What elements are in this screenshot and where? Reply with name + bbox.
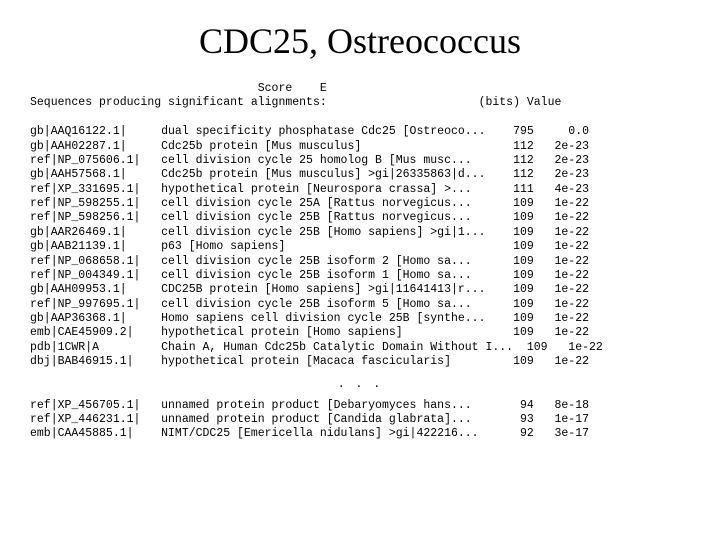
alignment-row: ref|XP_446231.1| unnamed protein product… [30, 413, 690, 427]
page-title: CDC25, Ostreococcus [30, 20, 690, 62]
header-line-score: Score E [30, 82, 690, 96]
alignment-row: emb|CAA45885.1| NIMT/CDC25 [Emericella n… [30, 427, 690, 441]
alignment-row: ref|NP_598256.1| cell division cycle 25B… [30, 211, 690, 225]
alignment-row: ref|NP_004349.1| cell division cycle 25B… [30, 269, 690, 283]
alignment-row: gb|AAQ16122.1| dual specificity phosphat… [30, 125, 690, 139]
spacer-line [30, 111, 690, 125]
alignment-row: gb|AAB21139.1| p63 [Homo sapiens] 109 1e… [30, 240, 690, 254]
header-line-columns: Sequences producing significant alignmen… [30, 96, 690, 110]
alignment-row: ref|NP_598255.1| cell division cycle 25A… [30, 197, 690, 211]
alignment-row: gb|AAH57568.1| Cdc25b protein [Mus muscu… [30, 168, 690, 182]
alignment-row: gb|AAR26469.1| cell division cycle 25B [… [30, 226, 690, 240]
alignment-row: dbj|BAB46915.1| hypothetical protein [Ma… [30, 355, 690, 369]
ellipsis: . . . [30, 378, 690, 391]
alignment-row: ref|NP_997695.1| cell division cycle 25B… [30, 298, 690, 312]
alignment-row: pdb|1CWR|A Chain A, Human Cdc25b Catalyt… [30, 341, 690, 355]
alignment-row: ref|XP_456705.1| unnamed protein product… [30, 399, 690, 413]
alignment-rows-main: gb|AAQ16122.1| dual specificity phosphat… [30, 125, 690, 369]
alignment-row: ref|NP_075606.1| cell division cycle 25 … [30, 154, 690, 168]
alignment-row: gb|AAH09953.1| CDC25B protein [Homo sapi… [30, 283, 690, 297]
alignment-rows-tail: ref|XP_456705.1| unnamed protein product… [30, 399, 690, 442]
alignment-row: emb|CAE45909.2| hypothetical protein [Ho… [30, 326, 690, 340]
alignment-row: ref|XP_331695.1| hypothetical protein [N… [30, 183, 690, 197]
alignment-row: gb|AAP36368.1| Homo sapiens cell divisio… [30, 312, 690, 326]
alignment-row: gb|AAH02287.1| Cdc25b protein [Mus muscu… [30, 140, 690, 154]
alignment-row: ref|NP_068658.1| cell division cycle 25B… [30, 255, 690, 269]
